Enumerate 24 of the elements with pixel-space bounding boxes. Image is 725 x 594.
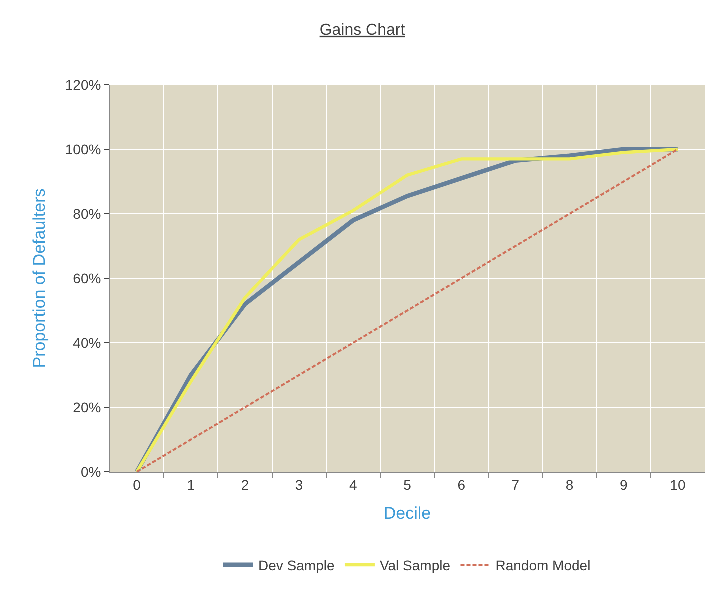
x-tick-label: 1 — [187, 476, 196, 493]
x-tick-label: 7 — [512, 476, 520, 493]
x-tick-label: 4 — [350, 476, 358, 493]
x-tick-label: 0 — [133, 476, 142, 493]
legend-label: Dev Sample — [258, 557, 335, 574]
x-tick-label: 10 — [670, 476, 686, 493]
x-tick-label: 6 — [458, 476, 466, 493]
y-axis-title: Proportion of Defaulters — [30, 188, 49, 368]
x-tick-label: 2 — [241, 476, 250, 493]
legend-label: Random Model — [496, 557, 591, 574]
y-tick-label: 40% — [73, 334, 102, 351]
x-tick-label: 8 — [566, 476, 574, 493]
legend-label: Val Sample — [380, 557, 451, 574]
y-tick-label: 20% — [73, 399, 102, 416]
y-tick-label: 100% — [65, 141, 102, 158]
y-tick-label: 120% — [65, 76, 102, 93]
x-tick-label: 5 — [404, 476, 412, 493]
y-tick-label: 80% — [73, 206, 102, 222]
x-tick-label: 9 — [620, 476, 628, 493]
y-tick-label: 0% — [80, 464, 102, 480]
chart-title: Gains Chart — [320, 22, 406, 39]
x-axis-title: Decile — [384, 504, 432, 524]
y-tick-label: 60% — [73, 270, 102, 286]
x-tick-label: 3 — [295, 476, 304, 493]
